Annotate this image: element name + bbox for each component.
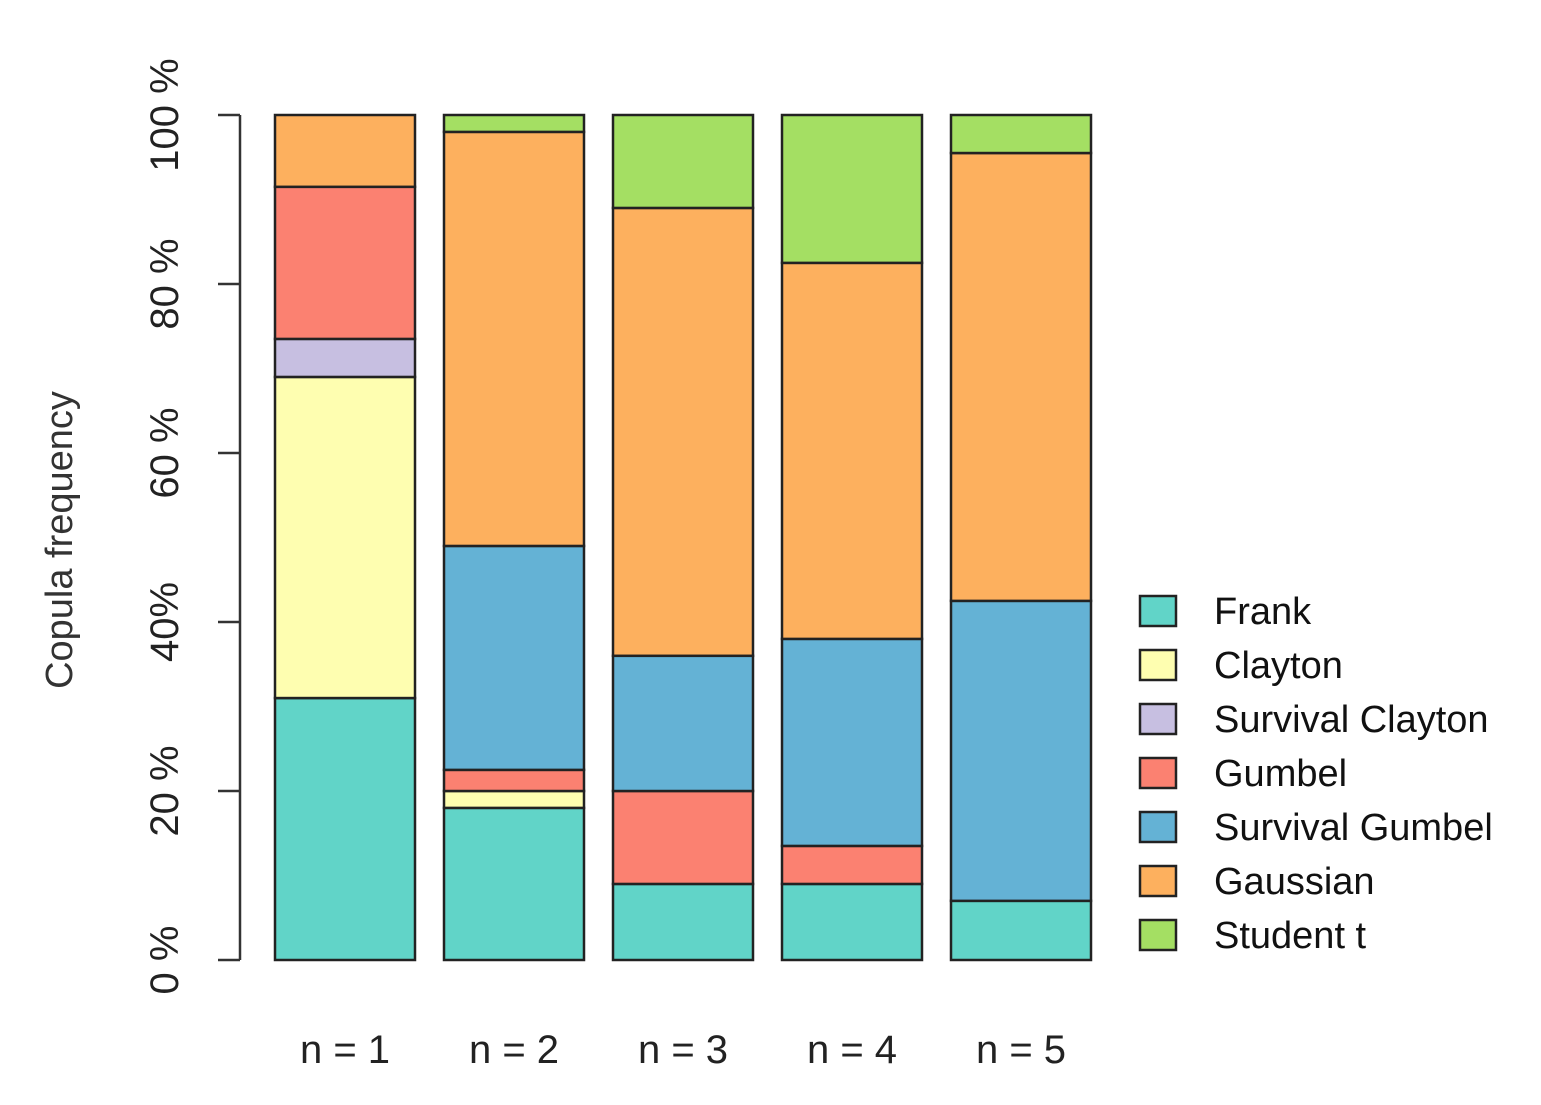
legend-label: Gaussian bbox=[1214, 861, 1375, 903]
y-tick-label: 0 % bbox=[143, 926, 187, 995]
bar-group bbox=[780, 113, 924, 962]
bar-segment bbox=[949, 151, 1093, 603]
bar-segment bbox=[780, 844, 924, 886]
legend-item: Survival Gumbel bbox=[1138, 807, 1493, 849]
bar-segment bbox=[273, 337, 417, 379]
legend-item: Frank bbox=[1138, 591, 1312, 633]
y-tick-label: 40% bbox=[143, 582, 187, 662]
bar-segment bbox=[780, 637, 924, 848]
x-category-label: n = 1 bbox=[300, 1028, 390, 1072]
x-category-label: n = 5 bbox=[976, 1028, 1066, 1072]
bar-segment bbox=[949, 599, 1093, 903]
legend-item: Gumbel bbox=[1138, 753, 1347, 795]
bar-segment bbox=[780, 113, 924, 265]
bar-segment bbox=[611, 654, 755, 793]
y-tick-label: 60 % bbox=[143, 407, 187, 498]
legend-label: Clayton bbox=[1214, 645, 1343, 687]
bar-group bbox=[442, 113, 586, 962]
bar-segment bbox=[273, 185, 417, 341]
bar-segment bbox=[611, 206, 755, 658]
x-category-label: n = 4 bbox=[807, 1028, 897, 1072]
bar-segment bbox=[273, 696, 417, 962]
legend-swatch bbox=[1138, 648, 1178, 682]
bar-segment bbox=[442, 544, 586, 772]
bar-segment bbox=[780, 882, 924, 962]
bar-segment bbox=[442, 130, 586, 548]
bar-group bbox=[611, 113, 755, 962]
y-axis-title: Copula frequency bbox=[39, 391, 81, 689]
bar-segment bbox=[442, 806, 586, 962]
y-tick-label: 20 % bbox=[143, 745, 187, 836]
legend-label: Survival Gumbel bbox=[1214, 807, 1493, 849]
legend-swatch bbox=[1138, 594, 1178, 628]
bar-segment bbox=[273, 375, 417, 700]
legend-item: Survival Clayton bbox=[1138, 699, 1489, 741]
bar-segment bbox=[442, 113, 586, 134]
bar-segment bbox=[442, 789, 586, 810]
legend-label: Gumbel bbox=[1214, 753, 1347, 795]
legend-swatch bbox=[1138, 702, 1178, 736]
y-tick-label: 100 % bbox=[143, 58, 187, 171]
bar-segment bbox=[780, 261, 924, 641]
legend: Frank Clayton Survival Clayton Gumbel Surviv… bbox=[1138, 591, 1493, 957]
bar-segment bbox=[442, 768, 586, 793]
x-category-label: n = 3 bbox=[638, 1028, 728, 1072]
y-tick-label: 80 % bbox=[143, 238, 187, 329]
bars bbox=[273, 113, 1093, 962]
legend-label: Frank bbox=[1214, 591, 1312, 633]
bar-segment bbox=[273, 113, 417, 189]
x-axis-labels: n = 1 n = 2 n = 3 n = 4 n = 5 bbox=[300, 1028, 1066, 1072]
bar-group bbox=[949, 113, 1093, 962]
legend-swatch bbox=[1138, 810, 1178, 844]
legend-swatch bbox=[1138, 864, 1178, 898]
legend-label: Survival Clayton bbox=[1214, 699, 1489, 741]
y-axis: 0 % 20 % 40% 60 % 80 % 100 % bbox=[143, 58, 242, 995]
legend-swatch bbox=[1138, 918, 1178, 952]
bar-segment bbox=[949, 899, 1093, 962]
legend-label: Student t bbox=[1214, 915, 1367, 957]
x-category-label: n = 2 bbox=[469, 1028, 559, 1072]
legend-item: Clayton bbox=[1138, 645, 1343, 687]
bar-segment bbox=[611, 882, 755, 962]
bar-group bbox=[273, 113, 417, 962]
bar-segment bbox=[611, 789, 755, 886]
bar-segment bbox=[949, 113, 1093, 155]
bar-segment bbox=[611, 113, 755, 210]
legend-item: Student t bbox=[1138, 915, 1367, 957]
legend-swatch bbox=[1138, 756, 1178, 790]
legend-item: Gaussian bbox=[1138, 861, 1375, 903]
